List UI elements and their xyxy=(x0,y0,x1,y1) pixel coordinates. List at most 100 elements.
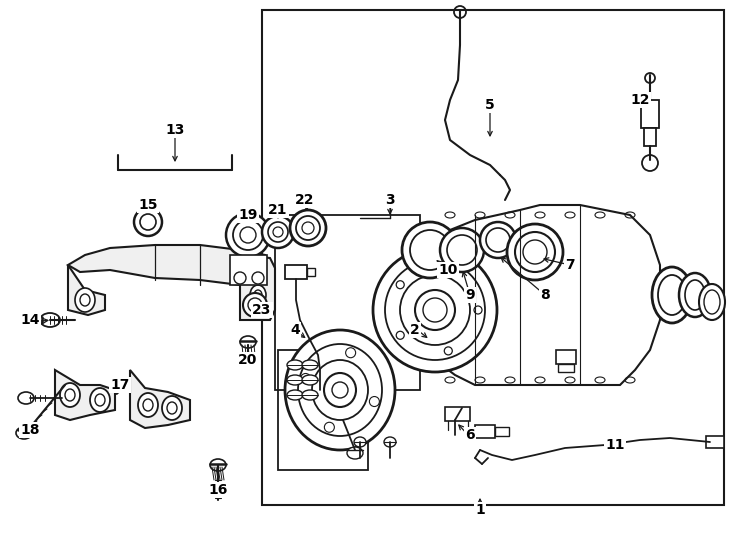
Ellipse shape xyxy=(447,235,477,265)
Ellipse shape xyxy=(704,290,720,314)
Ellipse shape xyxy=(273,227,283,237)
Ellipse shape xyxy=(80,294,90,306)
Ellipse shape xyxy=(332,382,348,398)
Text: 17: 17 xyxy=(110,378,130,392)
Ellipse shape xyxy=(652,267,692,323)
Ellipse shape xyxy=(685,280,705,310)
Ellipse shape xyxy=(480,222,516,258)
Text: 8: 8 xyxy=(540,288,550,302)
Ellipse shape xyxy=(240,336,256,348)
Bar xyxy=(307,268,315,276)
Ellipse shape xyxy=(523,240,547,264)
Ellipse shape xyxy=(138,393,158,417)
Ellipse shape xyxy=(486,228,510,252)
Bar xyxy=(445,407,470,421)
Ellipse shape xyxy=(402,222,458,278)
Text: 22: 22 xyxy=(295,193,315,207)
Ellipse shape xyxy=(285,330,395,450)
Ellipse shape xyxy=(287,390,303,400)
Text: 14: 14 xyxy=(21,313,40,327)
Bar xyxy=(262,10,724,505)
Ellipse shape xyxy=(302,360,318,370)
Ellipse shape xyxy=(140,214,156,230)
Ellipse shape xyxy=(400,275,470,345)
Ellipse shape xyxy=(440,228,484,272)
Ellipse shape xyxy=(296,216,320,240)
Text: 5: 5 xyxy=(485,98,495,112)
Polygon shape xyxy=(130,370,190,428)
Polygon shape xyxy=(55,370,115,420)
Ellipse shape xyxy=(75,288,95,312)
Ellipse shape xyxy=(302,222,314,234)
Ellipse shape xyxy=(302,375,318,385)
Text: 2: 2 xyxy=(410,323,420,337)
Ellipse shape xyxy=(679,273,711,317)
Ellipse shape xyxy=(298,344,382,436)
Ellipse shape xyxy=(240,227,256,243)
Ellipse shape xyxy=(290,210,326,246)
Ellipse shape xyxy=(226,213,270,257)
Ellipse shape xyxy=(60,383,80,407)
Text: 23: 23 xyxy=(252,303,272,317)
Text: 9: 9 xyxy=(465,288,475,302)
Ellipse shape xyxy=(252,272,264,284)
Ellipse shape xyxy=(699,284,725,320)
Ellipse shape xyxy=(90,388,110,412)
Ellipse shape xyxy=(287,360,303,370)
Ellipse shape xyxy=(324,373,356,407)
Ellipse shape xyxy=(18,392,34,404)
Ellipse shape xyxy=(162,396,182,420)
Bar xyxy=(278,350,368,470)
Ellipse shape xyxy=(210,459,226,471)
Bar xyxy=(644,128,656,146)
Ellipse shape xyxy=(410,230,450,270)
Text: 21: 21 xyxy=(268,203,288,217)
Text: 20: 20 xyxy=(239,353,258,367)
Ellipse shape xyxy=(354,437,366,447)
Text: 15: 15 xyxy=(138,198,158,212)
Ellipse shape xyxy=(423,298,447,322)
Text: 7: 7 xyxy=(565,258,575,272)
Polygon shape xyxy=(240,255,275,320)
Text: 3: 3 xyxy=(385,193,395,207)
Ellipse shape xyxy=(302,390,318,400)
Ellipse shape xyxy=(248,298,262,312)
Polygon shape xyxy=(68,265,105,315)
Ellipse shape xyxy=(243,293,267,317)
Ellipse shape xyxy=(385,260,485,360)
Bar xyxy=(285,265,307,279)
Bar xyxy=(495,427,509,436)
Ellipse shape xyxy=(16,427,32,439)
Ellipse shape xyxy=(233,220,263,250)
Text: 6: 6 xyxy=(465,428,475,442)
Text: 18: 18 xyxy=(21,423,40,437)
Ellipse shape xyxy=(134,208,162,236)
Ellipse shape xyxy=(347,447,363,459)
Bar xyxy=(641,100,659,128)
Bar xyxy=(556,350,576,364)
Ellipse shape xyxy=(234,272,246,284)
Ellipse shape xyxy=(262,216,294,248)
Ellipse shape xyxy=(373,248,497,372)
Text: 11: 11 xyxy=(606,438,625,452)
Ellipse shape xyxy=(515,232,555,272)
Polygon shape xyxy=(68,245,268,285)
Bar xyxy=(558,364,574,372)
Text: 12: 12 xyxy=(631,93,650,107)
Polygon shape xyxy=(430,205,660,385)
Ellipse shape xyxy=(658,275,686,315)
Bar xyxy=(230,255,267,285)
Bar xyxy=(275,215,420,390)
Text: 4: 4 xyxy=(290,323,300,337)
Bar xyxy=(475,425,495,438)
Text: 1: 1 xyxy=(475,503,485,517)
Ellipse shape xyxy=(384,437,396,447)
Ellipse shape xyxy=(507,224,563,280)
Bar xyxy=(706,436,724,448)
Ellipse shape xyxy=(268,222,288,242)
Ellipse shape xyxy=(312,360,368,420)
Text: 10: 10 xyxy=(438,263,458,277)
Text: 19: 19 xyxy=(239,208,258,222)
Text: 13: 13 xyxy=(165,123,185,137)
Ellipse shape xyxy=(250,285,266,305)
